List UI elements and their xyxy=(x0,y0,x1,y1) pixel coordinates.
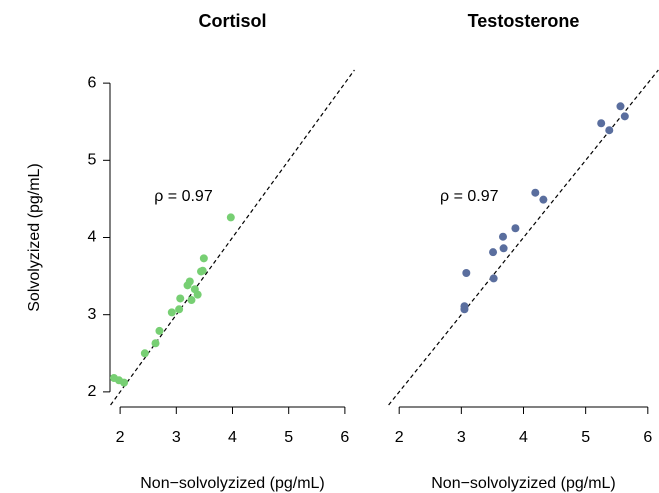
point xyxy=(605,126,614,135)
x-tick-label: 4 xyxy=(519,429,528,446)
y-tick-label: 5 xyxy=(88,152,97,169)
annotation: ρ = 0.97 xyxy=(440,188,499,205)
point xyxy=(140,349,149,358)
x-axis-label: Non−solvolyzized (pg/mL) xyxy=(431,475,616,492)
x-tick-label: 4 xyxy=(228,429,237,446)
y-tick-label: 3 xyxy=(88,306,97,323)
point xyxy=(198,266,207,275)
x-tick-label: 5 xyxy=(284,429,293,446)
x-axis-label: Non−solvolyzized (pg/mL) xyxy=(140,475,325,492)
y-tick-label: 4 xyxy=(88,229,97,246)
point xyxy=(175,305,184,314)
panel-title: Cortisol xyxy=(198,11,266,31)
point xyxy=(120,378,129,387)
point xyxy=(151,339,160,348)
panel-title: Testosterone xyxy=(468,11,580,31)
point xyxy=(199,254,208,263)
point xyxy=(620,112,629,121)
point xyxy=(489,248,498,257)
point xyxy=(155,326,164,335)
annotation: ρ = 0.97 xyxy=(154,188,213,205)
point xyxy=(226,213,235,222)
x-tick-label: 2 xyxy=(116,429,125,446)
point xyxy=(616,102,625,111)
point xyxy=(597,119,606,128)
x-tick-label: 3 xyxy=(457,429,466,446)
x-tick-label: 6 xyxy=(340,429,349,446)
point xyxy=(187,296,196,305)
point xyxy=(498,232,507,241)
point xyxy=(511,224,520,233)
identity-line xyxy=(388,69,659,406)
point xyxy=(462,269,471,278)
point xyxy=(539,195,548,204)
x-tick-label: 6 xyxy=(643,429,652,446)
y-axis-label: Solvolyzized (pg/mL) xyxy=(26,163,43,312)
identity-line xyxy=(110,69,355,406)
x-tick-label: 5 xyxy=(581,429,590,446)
point xyxy=(489,274,498,283)
point xyxy=(499,244,508,253)
y-tick-label: 2 xyxy=(88,383,97,400)
point xyxy=(167,308,176,317)
x-tick-label: 2 xyxy=(395,429,404,446)
point xyxy=(531,188,540,197)
point xyxy=(460,302,469,311)
point xyxy=(176,294,185,303)
y-tick-label: 6 xyxy=(88,74,97,91)
point xyxy=(193,290,202,299)
x-tick-label: 3 xyxy=(172,429,181,446)
point xyxy=(185,277,194,286)
